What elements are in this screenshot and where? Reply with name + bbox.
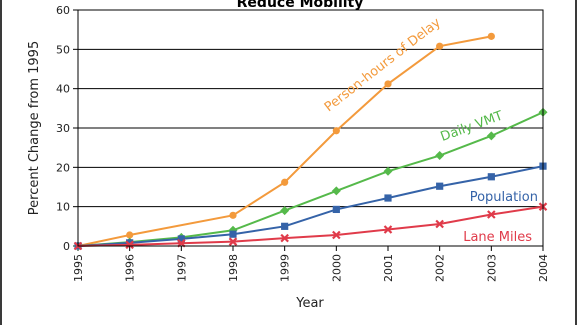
- data-point: [229, 211, 237, 219]
- x-tick-label: 2004: [537, 254, 550, 282]
- y-tick-label: 20: [56, 161, 70, 174]
- data-point: [125, 240, 134, 250]
- data-point: [436, 42, 444, 50]
- data-point: [487, 210, 496, 219]
- chart-title: Reduce Mobility: [237, 0, 364, 11]
- data-point: [281, 178, 289, 186]
- x-tick-label: 2000: [330, 254, 343, 282]
- series-label: Person-hours of Delay: [322, 15, 444, 115]
- x-tick-label: 1997: [175, 254, 188, 282]
- series-label: Population: [470, 190, 538, 205]
- x-tick-labels: 1995 1996 1997 1998 1999 2000 2001 2002 2003 2004: [72, 254, 550, 282]
- data-point: [383, 166, 393, 176]
- x-axis-label: Year: [295, 296, 324, 311]
- data-point: [383, 225, 393, 234]
- data-point: [280, 206, 290, 216]
- data-point: [331, 186, 341, 196]
- y-axis-label: Percent Change from 1995: [27, 41, 42, 215]
- x-tick-label: 1999: [279, 254, 292, 282]
- y-tick-label: 60: [56, 4, 70, 17]
- data-point: [126, 231, 134, 239]
- x-tick-label: 2003: [485, 254, 498, 282]
- x-tick-label: 1996: [124, 254, 137, 282]
- data-point: [177, 235, 185, 243]
- grid-lines: [73, 9, 544, 251]
- plot-border: [77, 9, 544, 247]
- data-point: [332, 127, 340, 135]
- series-line: [77, 165, 544, 247]
- data-point: [126, 239, 134, 247]
- data-point: [281, 222, 289, 230]
- data-point: [436, 182, 444, 190]
- data-point: [487, 173, 495, 181]
- series-label: Daily VMT: [439, 109, 505, 145]
- x-tick-label: 2001: [382, 254, 395, 282]
- series-group: [73, 32, 548, 251]
- series-label: Lane Miles: [463, 230, 532, 245]
- data-point: [384, 80, 392, 88]
- y-tick-label: 0: [63, 240, 70, 253]
- x-tick-label: 1995: [72, 254, 85, 282]
- series-line: [77, 111, 544, 247]
- data-point: [332, 230, 341, 240]
- y-tick-label: 40: [56, 83, 70, 96]
- x-tick-label: 2002: [434, 254, 447, 282]
- y-tick-labels: 0 10 20 30 40 50 60: [56, 4, 70, 253]
- data-point: [384, 194, 392, 202]
- y-tick-label: 10: [56, 201, 70, 214]
- y-tick-label: 50: [56, 43, 70, 56]
- data-point: [332, 205, 340, 214]
- data-point: [487, 32, 495, 40]
- series-line: [77, 205, 544, 247]
- data-point: [229, 230, 237, 238]
- data-point: [435, 219, 444, 229]
- data-point: [486, 131, 496, 141]
- data-point: [435, 151, 445, 161]
- x-tick-label: 1998: [227, 254, 240, 282]
- data-point: [280, 233, 289, 243]
- series-line: [77, 35, 492, 247]
- y-tick-label: 30: [56, 122, 70, 135]
- data-point: [228, 237, 238, 246]
